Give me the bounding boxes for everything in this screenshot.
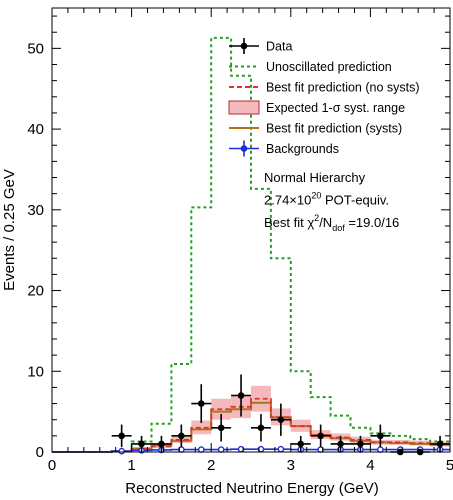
best-fit-systs-line (52, 401, 450, 453)
data-point (257, 424, 265, 432)
legend-item: Best fit prediction (systs) (229, 122, 402, 136)
y-tick-label: 30 (27, 202, 44, 219)
annotation-line: Normal Hierarchy (264, 170, 366, 185)
background-point (377, 446, 384, 453)
annotation-text: =19.0/16 (345, 215, 400, 230)
y-axis-title: Events / 0.25 GeV (1, 169, 18, 291)
y-tick-label: 10 (27, 363, 44, 380)
legend-label: Backgrounds (266, 142, 339, 156)
annotation-line: 2.74×1020 POT-equiv. (264, 191, 389, 208)
background-point (118, 447, 125, 455)
syst-band-bin (251, 385, 271, 412)
legend-item: Backgrounds (229, 140, 339, 157)
annotation-text: POT-equiv. (321, 193, 389, 208)
y-tick-label: 50 (27, 40, 44, 57)
data-point (178, 432, 185, 440)
data-point (357, 440, 364, 448)
annotation-subscript: dof (332, 223, 345, 233)
legend: Data Unoscillated prediction Best fit pred… (228, 38, 420, 157)
unoscillated-prediction-line (52, 36, 450, 453)
legend-item: Expected 1-σ syst. range (228, 100, 405, 115)
data-point (436, 440, 444, 448)
legend-label: Unoscillated prediction (266, 60, 392, 74)
data-point (237, 392, 245, 399)
legend-item: Data (229, 38, 292, 54)
data-point (138, 440, 145, 448)
legend-item: Unoscillated prediction (229, 60, 392, 74)
data-point (158, 440, 165, 448)
plot-frame (51, 7, 451, 453)
legend-item: Best fit prediction (no systs) (229, 81, 420, 95)
legend-marker (240, 145, 248, 152)
x-tick-label: 0 (48, 457, 56, 474)
data-point (297, 440, 305, 448)
x-tick-label: 3 (287, 457, 295, 474)
plot-area (52, 8, 450, 452)
data-point (317, 432, 324, 440)
x-tick-label: 2 (207, 457, 215, 474)
data-point (217, 424, 225, 432)
annotation-superscript: 2 (314, 213, 319, 223)
annotation-superscript: 20 (311, 191, 321, 201)
x-tick-label: 4 (366, 457, 374, 474)
legend-symbol (228, 100, 260, 115)
background-point (197, 446, 205, 453)
data-point (337, 440, 344, 448)
legend-label: Best fit prediction (systs) (266, 122, 402, 136)
backgrounds-line (52, 448, 450, 453)
background-point (277, 445, 285, 453)
data-point (377, 432, 384, 440)
annotation-text: Normal Hierarchy (264, 170, 366, 185)
legend-label: Best fit prediction (no systs) (266, 81, 420, 95)
x-axis-title: Reconstructed Neutrino Energy (GeV) (125, 480, 378, 497)
x-tick-label: 1 (127, 457, 135, 474)
annotations: Normal Hierarchy 2.74×1020 POT-equiv. Best… (264, 170, 399, 233)
x-tick-label: 5 (446, 457, 453, 474)
data-point (197, 400, 205, 407)
legend-label: Expected 1-σ syst. range (266, 101, 405, 115)
y-tick-label: 0 (36, 444, 44, 461)
plot-background (52, 8, 450, 452)
y-tick-label: 20 (27, 283, 44, 300)
annotation-text: /N (319, 215, 332, 230)
annotation-line: Best fit χ2/Ndof =19.0/16 (264, 213, 399, 233)
y-tick-label: 40 (27, 121, 44, 138)
annotation-text: Best fit χ (264, 215, 314, 230)
background-point (217, 446, 225, 453)
legend-label: Data (266, 40, 292, 54)
data-point (118, 432, 125, 440)
legend-marker (240, 42, 248, 50)
syst-band-bin (191, 420, 212, 435)
data-point (277, 416, 285, 424)
annotation-text: 2.74×10 (264, 193, 311, 208)
